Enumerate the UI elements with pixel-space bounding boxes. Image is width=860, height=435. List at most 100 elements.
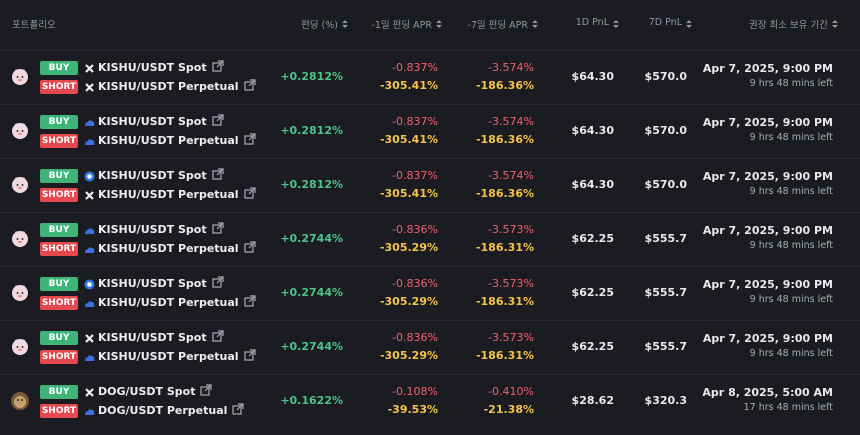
column-header[interactable]: -1일 펀딩 APR [371, 20, 432, 31]
external-link[interactable] [200, 384, 213, 396]
exchange-icon [85, 409, 95, 415]
pnl-7d: $555.7 [644, 340, 687, 353]
hold-until: Apr 8, 2025, 5:00 AM [702, 386, 833, 399]
apr-value: -3.574% [488, 169, 534, 182]
pnl-1d: $64.30 [571, 70, 614, 83]
table-row[interactable]: BUY SHORT KISHU/USDT Spot KISHU/USDT Perpet… [0, 320, 860, 375]
external-link[interactable] [212, 168, 224, 180]
table-row[interactable]: BUY SHORT KISHU/USDT Spot KISHU/USDT Perpet… [0, 104, 860, 159]
external-link[interactable] [243, 295, 256, 307]
exchange-icon [84, 171, 95, 182]
short-badge: SHORT [40, 296, 78, 310]
pnl-1d: $64.30 [571, 178, 614, 191]
column-header[interactable]: 권장 최소 보유 기간 [749, 20, 828, 31]
buy-badge: BUY [40, 115, 78, 129]
external-link[interactable] [243, 133, 256, 145]
pair-cell: KISHU/USDT Perpetual [98, 295, 256, 309]
pair-cell: KISHU/USDT Spot [98, 276, 224, 290]
funding-rate: +0.2812% [280, 70, 343, 83]
short-badge: SHORT [40, 134, 78, 148]
pair-name: KISHU/USDT Perpetual [98, 350, 239, 363]
pnl-1d: $62.25 [571, 232, 614, 245]
apr-value: -3.573% [488, 331, 534, 344]
column-header[interactable]: 포트폴리오 [12, 20, 56, 31]
apr-value: -0.836% [392, 331, 438, 344]
column-header[interactable]: 7D PnL [648, 17, 682, 28]
sort-icon [613, 20, 619, 28]
apr-value: -186.31% [475, 241, 534, 254]
buy-badge: BUY [40, 331, 78, 345]
apr-value: -305.29% [379, 241, 438, 254]
pnl-1d: $64.30 [571, 124, 614, 137]
external-link[interactable] [243, 187, 256, 199]
token-avatar [11, 392, 29, 410]
external-link[interactable] [243, 241, 256, 253]
time-left: 9 hrs 48 mins left [749, 186, 833, 197]
pair-name: KISHU/USDT Spot [98, 61, 207, 74]
column-header[interactable]: -7일 펀딩 APR [467, 20, 528, 31]
table-row[interactable]: BUY SHORT KISHU/USDT Spot KISHU/USDT Perpet… [0, 212, 860, 267]
external-link[interactable] [243, 349, 256, 361]
token-avatar [12, 177, 28, 193]
table-row[interactable]: BUY SHORT KISHU/USDT Spot KISHU/USDT Perpet… [0, 50, 860, 105]
apr-value: -0.108% [392, 385, 438, 398]
buy-badge: BUY [40, 223, 78, 237]
pnl-7d: $570.0 [644, 124, 687, 137]
external-link[interactable] [212, 276, 224, 288]
pair-name: KISHU/USDT Spot [98, 115, 207, 128]
exchange-icon [85, 228, 95, 234]
pair-name: DOG/USDT Spot [98, 385, 196, 398]
time-left: 9 hrs 48 mins left [749, 132, 833, 143]
buy-badge: BUY [40, 169, 78, 183]
pnl-7d: $555.7 [644, 232, 687, 245]
pnl-1d: $62.25 [571, 286, 614, 299]
pair-cell: DOG/USDT Perpetual [98, 403, 245, 417]
funding-rate: +0.2812% [280, 178, 343, 191]
table-row[interactable]: BUY SHORT KISHU/USDT Spot KISHU/USDT Perpet… [0, 158, 860, 213]
column-header[interactable]: 펀딩 (%) [301, 20, 338, 31]
buy-badge: BUY [40, 61, 78, 75]
external-link[interactable] [212, 222, 224, 234]
exchange-icon [85, 64, 94, 73]
hold-until: Apr 7, 2025, 9:00 PM [702, 332, 833, 345]
exchange-icon [85, 334, 94, 343]
exchange-icon [85, 120, 95, 126]
exchange-icon [85, 388, 94, 397]
time-left: 9 hrs 48 mins left [749, 78, 833, 89]
external-link[interactable] [243, 79, 256, 91]
apr-value: -0.836% [392, 277, 438, 290]
short-badge: SHORT [40, 188, 78, 202]
exchange-icon [85, 83, 94, 92]
table-row[interactable]: BUY SHORT DOG/USDT Spot DOG/USDT Perpetual +… [0, 374, 860, 429]
pair-name: KISHU/USDT Perpetual [98, 188, 239, 201]
sort-icon [686, 20, 692, 28]
pair-name: KISHU/USDT Spot [98, 223, 207, 236]
external-link[interactable] [232, 403, 245, 415]
pair-name: KISHU/USDT Spot [98, 169, 207, 182]
sort-icon [832, 20, 838, 28]
pair-cell: KISHU/USDT Spot [98, 330, 224, 344]
pair-name: KISHU/USDT Spot [98, 277, 207, 290]
pair-cell: KISHU/USDT Perpetual [98, 241, 256, 255]
apr-value: -305.41% [379, 79, 438, 92]
apr-value: -3.573% [488, 277, 534, 290]
pnl-7d: $555.7 [644, 286, 687, 299]
external-link[interactable] [212, 330, 224, 342]
pnl-1d: $28.62 [571, 394, 614, 407]
apr-value: -3.573% [488, 223, 534, 236]
buy-badge: BUY [40, 277, 78, 291]
apr-value: -39.53% [387, 403, 438, 416]
exchange-icon [85, 191, 94, 200]
external-link[interactable] [212, 60, 224, 72]
pair-cell: KISHU/USDT Perpetual [98, 79, 256, 93]
sort-icon [342, 20, 348, 28]
external-link[interactable] [212, 114, 224, 126]
hold-until: Apr 7, 2025, 9:00 PM [702, 224, 833, 237]
table-row[interactable]: BUY SHORT KISHU/USDT Spot KISHU/USDT Perpet… [0, 266, 860, 321]
pair-name: KISHU/USDT Spot [98, 331, 207, 344]
pair-cell: KISHU/USDT Perpetual [98, 133, 256, 147]
pair-cell: KISHU/USDT Spot [98, 60, 224, 74]
token-avatar [12, 285, 28, 301]
column-header[interactable]: 1D PnL [575, 17, 609, 28]
